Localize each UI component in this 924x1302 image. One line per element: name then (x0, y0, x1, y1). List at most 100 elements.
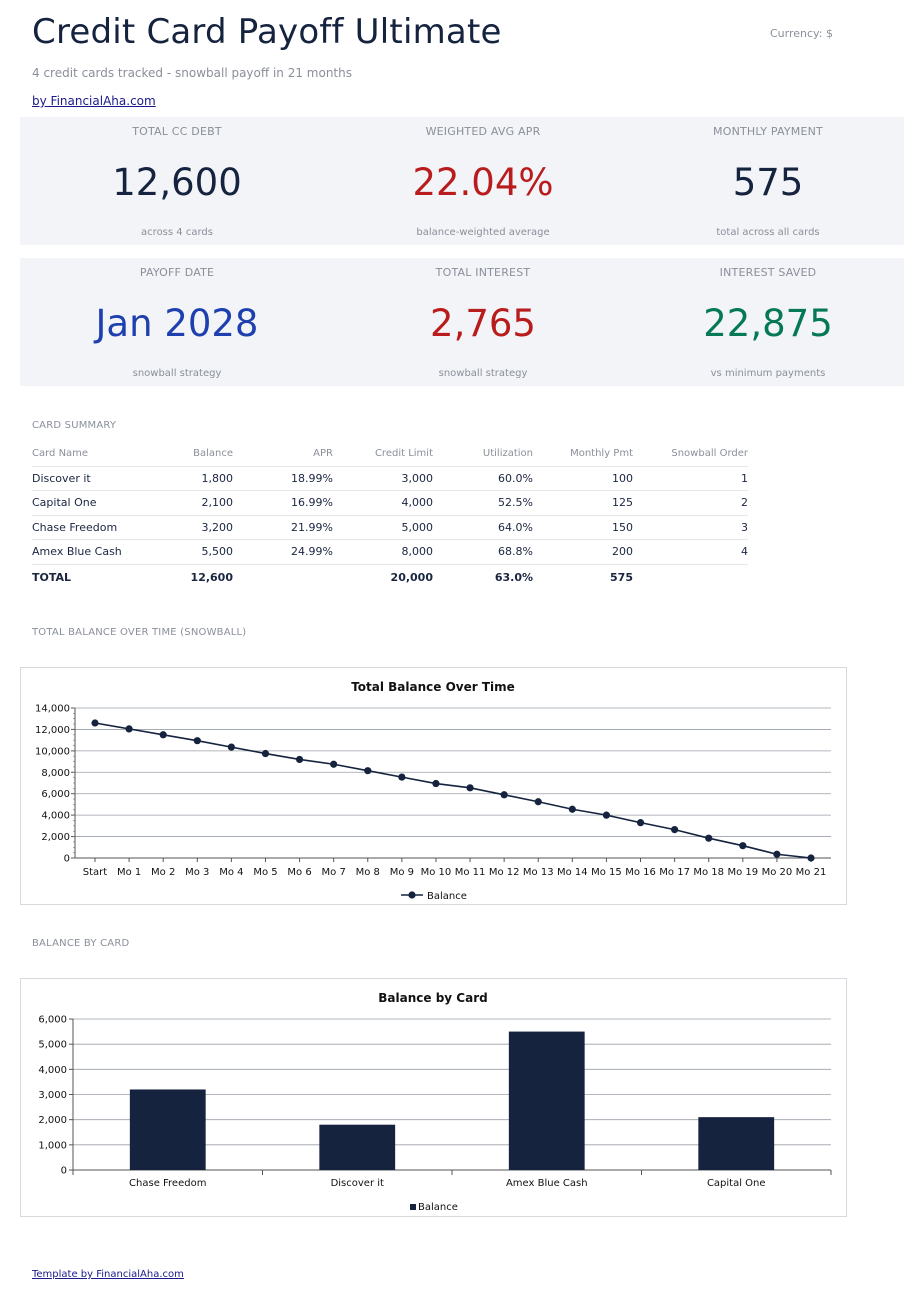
bar (508, 1031, 585, 1170)
table-cell: 3,200 (172, 515, 233, 540)
legend-marker (410, 1204, 416, 1210)
kpi-monthly-payment: MONTHLY PAYMENT 575 total across all car… (668, 117, 868, 245)
y-tick-label: 6,000 (38, 1015, 67, 1026)
kpi-total-cc-debt: TOTAL CC DEBT 12,600 across 4 cards (77, 117, 277, 245)
column-header: Balance (172, 442, 233, 467)
table-cell: 2,100 (172, 490, 233, 516)
table-cell: 52.5% (433, 490, 533, 516)
table-cell: TOTAL (32, 563, 172, 590)
column-header: Credit Limit (333, 442, 433, 467)
data-point (91, 719, 99, 727)
y-tick-label: 12,000 (35, 725, 70, 736)
table-cell: 1,800 (172, 466, 233, 491)
table-cell: 150 (533, 515, 633, 540)
bar-chart-container: Balance by Card 0 1,000 2,000 3,000 4,000 5,00… (20, 978, 847, 1217)
x-tick-label: Mo 11 (455, 867, 486, 878)
kpi-band-top: TOTAL CC DEBT 12,600 across 4 cards WEIG… (20, 117, 904, 245)
data-point (466, 784, 474, 792)
table-cell: 575 (533, 563, 633, 590)
data-point (602, 811, 611, 819)
x-tick-label: Mo 4 (219, 867, 243, 878)
data-point (568, 805, 576, 813)
y-tick-label: 2,000 (41, 832, 70, 843)
table-cell: 4,000 (333, 490, 433, 516)
table-cell: 20,000 (333, 563, 433, 590)
x-tick-label: Mo 19 (727, 867, 758, 878)
kpi-label: WEIGHTED AVG APR (425, 125, 541, 138)
table-row: Chase Freedom 3,200 21.99% 5,000 64.0% 1… (32, 515, 748, 540)
x-tick-label: Amex Blue Cash (506, 1178, 588, 1189)
table-cell: Amex Blue Cash (32, 539, 172, 565)
table-cell: 200 (533, 539, 633, 565)
kpi-interest-saved: INTEREST SAVED 22,875 vs minimum payment… (668, 258, 868, 386)
x-tick-label: Mo 7 (322, 867, 346, 878)
x-tick-label: Mo 1 (117, 867, 141, 878)
table-cell: Chase Freedom (32, 515, 172, 540)
kpi-value: 22.04% (412, 161, 554, 204)
data-point (671, 826, 679, 834)
y-tick-label: 4,000 (41, 811, 70, 822)
x-tick-label: Discover it (331, 1178, 384, 1189)
data-point (500, 791, 508, 799)
x-tick-label: Mo 5 (253, 867, 277, 878)
table-cell: 3,000 (333, 466, 433, 491)
card-summary-label: CARD SUMMARY (32, 420, 117, 431)
bar (319, 1124, 396, 1170)
table-cell: 24.99% (233, 539, 333, 565)
chart-title: Total Balance Over Time (351, 680, 515, 694)
table-row: Amex Blue Cash 5,500 24.99% 8,000 68.8% … (32, 539, 748, 565)
x-tick-label: Chase Freedom (129, 1178, 206, 1189)
data-point (398, 773, 406, 781)
table-cell (233, 563, 333, 590)
chart-title: Balance by Card (378, 991, 487, 1005)
kpi-value: 575 (732, 161, 804, 204)
x-tick-label: Mo 6 (287, 867, 311, 878)
table-total-row: TOTAL 12,600 20,000 63.0% 575 (32, 563, 748, 590)
table-cell: 100 (533, 466, 633, 491)
data-point (705, 834, 713, 842)
kpi-value: Jan 2028 (95, 302, 259, 345)
byline-link[interactable]: by FinancialAha.com (32, 94, 156, 108)
kpi-label: TOTAL CC DEBT (132, 125, 222, 138)
kpi-value: 12,600 (112, 161, 242, 204)
x-tick-label: Mo 8 (356, 867, 380, 878)
y-tick-label: 14,000 (35, 704, 70, 715)
kpi-sub: vs minimum payments (710, 368, 826, 379)
table-cell: 68.8% (433, 539, 533, 565)
kpi-sub: across 4 cards (141, 227, 213, 238)
y-tick-label: 0 (64, 854, 70, 865)
kpi-weighted-avg-apr: WEIGHTED AVG APR 22.04% balance-weighted… (383, 117, 583, 245)
kpi-label: INTEREST SAVED (719, 266, 817, 279)
kpi-sub: balance-weighted average (416, 227, 550, 238)
line-chart-container: Total Balance Over Time 0 2,000 4,000 6,000 8… (20, 667, 847, 905)
data-point (534, 798, 542, 806)
table-row: Discover it 1,800 18.99% 3,000 60.0% 100… (32, 466, 748, 491)
table-cell: 16.99% (233, 490, 333, 516)
y-tick-label: 0 (61, 1166, 67, 1177)
kpi-band-bottom: PAYOFF DATE Jan 2028 snowball strategy T… (20, 258, 904, 386)
data-point (227, 743, 235, 751)
x-tick-label: Capital One (707, 1178, 766, 1189)
column-header: APR (233, 442, 333, 467)
x-tick-label: Mo 14 (557, 867, 588, 878)
data-point (261, 749, 270, 758)
page-subtitle: 4 credit cards tracked - snowball payoff… (32, 66, 352, 80)
table-cell: 21.99% (233, 515, 333, 540)
table-cell: 8,000 (333, 539, 433, 565)
data-point (636, 819, 645, 827)
data-point (330, 760, 338, 768)
kpi-sub: total across all cards (716, 227, 820, 238)
kpi-payoff-date: PAYOFF DATE Jan 2028 snowball strategy (77, 258, 277, 386)
data-point (159, 731, 167, 739)
line-chart: Total Balance Over Time 0 2,000 4,000 6,000 8… (35, 680, 831, 902)
column-header: Card Name (32, 442, 172, 467)
data-point (193, 737, 201, 745)
x-tick-label: Mo 2 (151, 867, 175, 878)
footer-link[interactable]: Template by FinancialAha.com (32, 1269, 184, 1280)
legend-label: Balance (427, 891, 467, 902)
kpi-label: TOTAL INTEREST (435, 266, 531, 279)
x-tick-label: Mo 13 (523, 867, 554, 878)
y-tick-label: 8,000 (41, 768, 70, 779)
page-title: Credit Card Payoff Ultimate (32, 12, 502, 52)
currency-label: Currency: $ (770, 27, 833, 40)
